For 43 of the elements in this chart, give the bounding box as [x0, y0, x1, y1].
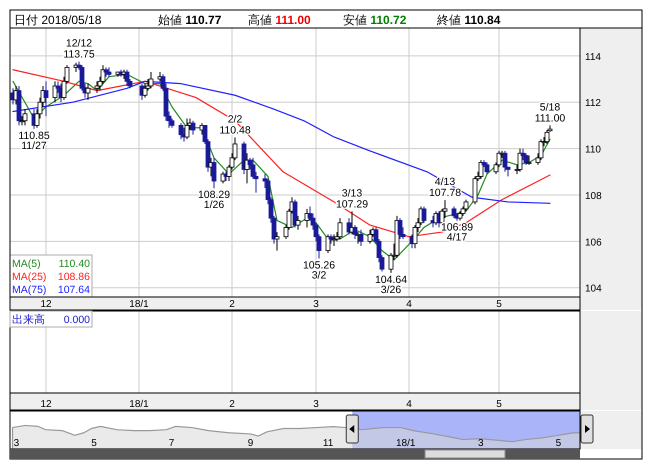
text: 5 — [496, 399, 502, 410]
annotation: 105.26 3/2 — [302, 260, 336, 282]
text: 2 — [229, 399, 235, 410]
y-tick-label: 106 — [585, 237, 602, 248]
text: MA(5) 110.40 — [12, 258, 90, 270]
text: MA(25) 108.86 — [12, 271, 90, 283]
y-tick-label: 104 — [585, 284, 602, 295]
text: 終値 110.84 — [436, 13, 501, 27]
annotation: 110.85 11/27 — [18, 130, 50, 152]
y-tick-label: 108 — [585, 190, 602, 202]
text: 出来高 — [12, 313, 45, 326]
annotation: 104.64 3/26 — [374, 274, 408, 296]
text: 3 — [313, 399, 319, 410]
text: 0.000 — [64, 314, 90, 326]
text: 高値 111.00 — [248, 13, 312, 27]
x-tick-label: 9 — [248, 438, 254, 449]
x-tick-label: 18/1 — [396, 438, 416, 449]
y-tick-label: 110 — [585, 144, 602, 156]
y-tick-label: 112 — [585, 98, 602, 110]
y-tick-label: 114 — [585, 52, 602, 63]
annotation: 108.29 1/26 — [198, 189, 230, 212]
x-tick-label: 5 — [91, 438, 98, 449]
annotation: 5/18 111.00 — [534, 101, 566, 124]
x-tick-label: 11 — [322, 438, 334, 449]
x-tick-label: 12 — [40, 299, 52, 310]
x-tick-label: 5 — [496, 299, 502, 310]
x-tick-label: 4 — [406, 299, 412, 310]
x-tick-label: 2 — [229, 299, 236, 310]
text: 始値 110.77 — [158, 13, 222, 27]
x-tick-label: 5 — [556, 438, 562, 449]
x-tick-label: 18/1 — [129, 299, 150, 310]
x-tick-label: 3 — [14, 438, 20, 449]
text: 4 — [406, 399, 412, 410]
x-tick-label: 3 — [478, 438, 484, 449]
text: 12 — [40, 399, 52, 410]
text: 18/1 — [129, 399, 149, 410]
text: 安値 110.72 — [343, 13, 407, 27]
text: MA(75) 107.64 — [12, 284, 90, 296]
x-tick-label: 3 — [313, 299, 320, 310]
text: 日付 2018/05/18 — [14, 13, 102, 27]
x-tick-label: 7 — [168, 438, 175, 449]
annotation: 3/13 107.29 — [336, 187, 368, 210]
annotation: 12/12 113.75 — [63, 38, 95, 61]
